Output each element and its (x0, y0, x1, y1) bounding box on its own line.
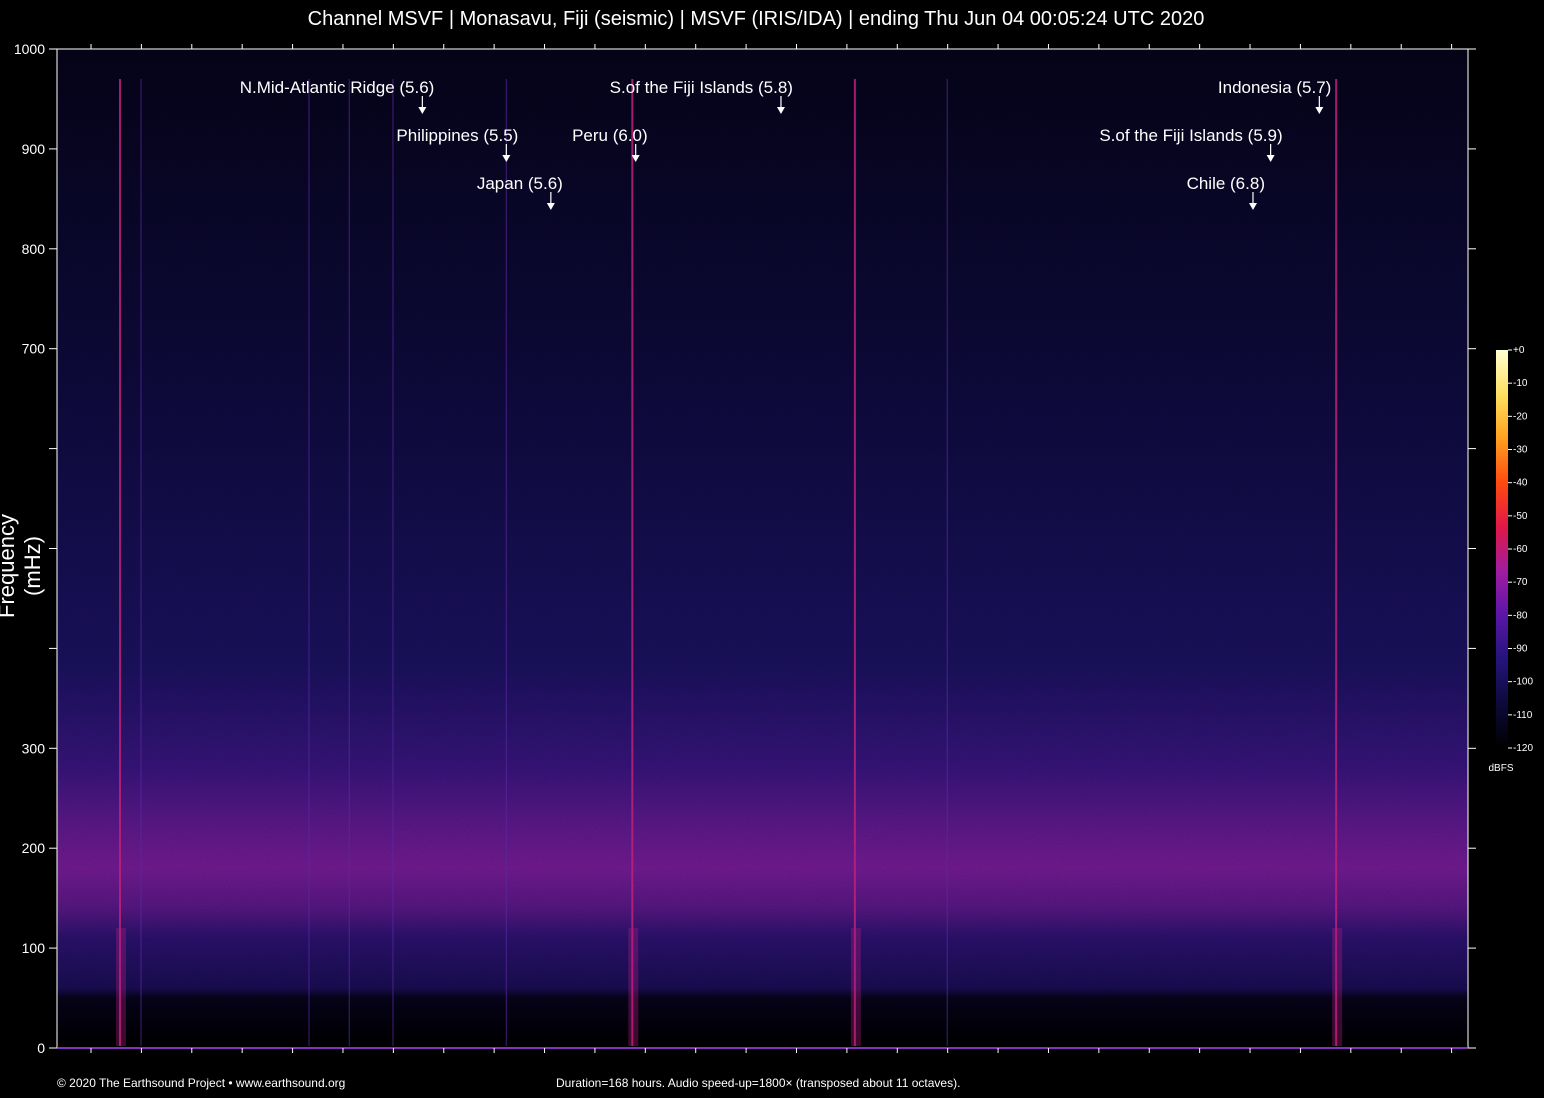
colorbar-tick-label: -10 (1513, 378, 1528, 389)
event-arrow-head (1248, 203, 1257, 210)
chart-title: Channel MSVF | Monasavu, Fiji (seismic) … (307, 8, 1205, 30)
y-tick-label: 0 (37, 1040, 45, 1056)
y-tick-label: 100 (22, 940, 46, 956)
colorbar-tick-label: -120 (1513, 743, 1533, 754)
colorbar-tick-label: +0 (1513, 345, 1525, 356)
y-tick-label: 300 (22, 740, 46, 756)
y-tick-label: 200 (22, 840, 46, 856)
event-label: N.Mid-Atlantic Ridge (5.6) (240, 78, 435, 97)
colorbar-gradient (1496, 350, 1508, 748)
event-label: Chile (6.8) (1187, 174, 1265, 193)
colorbar-tick-label: -30 (1513, 445, 1528, 456)
event-label: S.of the Fiji Islands (5.9) (1099, 126, 1282, 145)
signal-burst (850, 928, 861, 1046)
event-annotation: Philippines (5.5) (396, 126, 518, 162)
event-annotation: Peru (6.0) (572, 126, 648, 162)
colorbar-tick-label: -100 (1513, 677, 1533, 688)
y-tick-label: 900 (22, 141, 46, 157)
colorbar: +0 -10 -20 -30 -40 -50 -60 -70 -80 -90 -100 -110 -12… (1488, 345, 1533, 774)
y-tick-label: 700 (22, 341, 46, 357)
event-arrow-head (418, 107, 427, 114)
event-label: Philippines (5.5) (396, 126, 518, 145)
event-annotation: Indonesia (5.7) (1218, 78, 1331, 114)
event-arrow-head (546, 203, 555, 210)
plot-area (57, 49, 1468, 1048)
spectrogram-noise (57, 49, 1468, 1048)
colorbar-tick-label: -70 (1513, 577, 1528, 588)
duration-footer: Duration=168 hours. Audio speed-up=1800×… (556, 1076, 961, 1090)
colorbar-tick-label: -80 (1513, 610, 1528, 621)
event-annotation: Japan (5.6) (477, 174, 563, 210)
copyright-footer: © 2020 The Earthsound Project • www.eart… (57, 1076, 346, 1090)
signal-lines (115, 79, 1343, 1046)
signal-burst (628, 928, 639, 1046)
event-annotation: S.of the Fiji Islands (5.8) (610, 78, 793, 114)
y-tick-label: 1000 (14, 41, 45, 57)
signal-burst (115, 928, 126, 1046)
event-arrow-head (1266, 155, 1275, 162)
colorbar-tick-label: -50 (1513, 511, 1528, 522)
event-label: Japan (5.6) (477, 174, 563, 193)
axes: 0 100 200 300 700 800 900 1000 (14, 41, 1476, 1056)
colorbar-tick-label: -90 (1513, 644, 1528, 655)
event-arrow-head (502, 155, 511, 162)
colorbar-tick-label: -20 (1513, 411, 1528, 422)
event-label: Indonesia (5.7) (1218, 78, 1331, 97)
colorbar-unit: dBFS (1488, 763, 1513, 774)
event-annotation: N.Mid-Atlantic Ridge (5.6) (240, 78, 435, 114)
event-label: Peru (6.0) (572, 126, 648, 145)
event-annotation: S.of the Fiji Islands (5.9) (1099, 126, 1283, 162)
event-annotation: Chile (6.8) (1187, 174, 1265, 210)
event-arrow-head (776, 107, 785, 114)
event-label: S.of the Fiji Islands (5.8) (610, 78, 793, 97)
colorbar-tick-label: -110 (1513, 710, 1533, 721)
event-annotations: N.Mid-Atlantic Ridge (5.6) Philippines (5… (240, 78, 1331, 210)
colorbar-tick-label: -40 (1513, 478, 1528, 489)
y-tick-label: 800 (22, 241, 46, 257)
colorbar-tick-label: -60 (1513, 544, 1528, 555)
event-arrow-head (1315, 107, 1324, 114)
event-arrow-head (631, 155, 640, 162)
signal-burst (1332, 928, 1343, 1046)
